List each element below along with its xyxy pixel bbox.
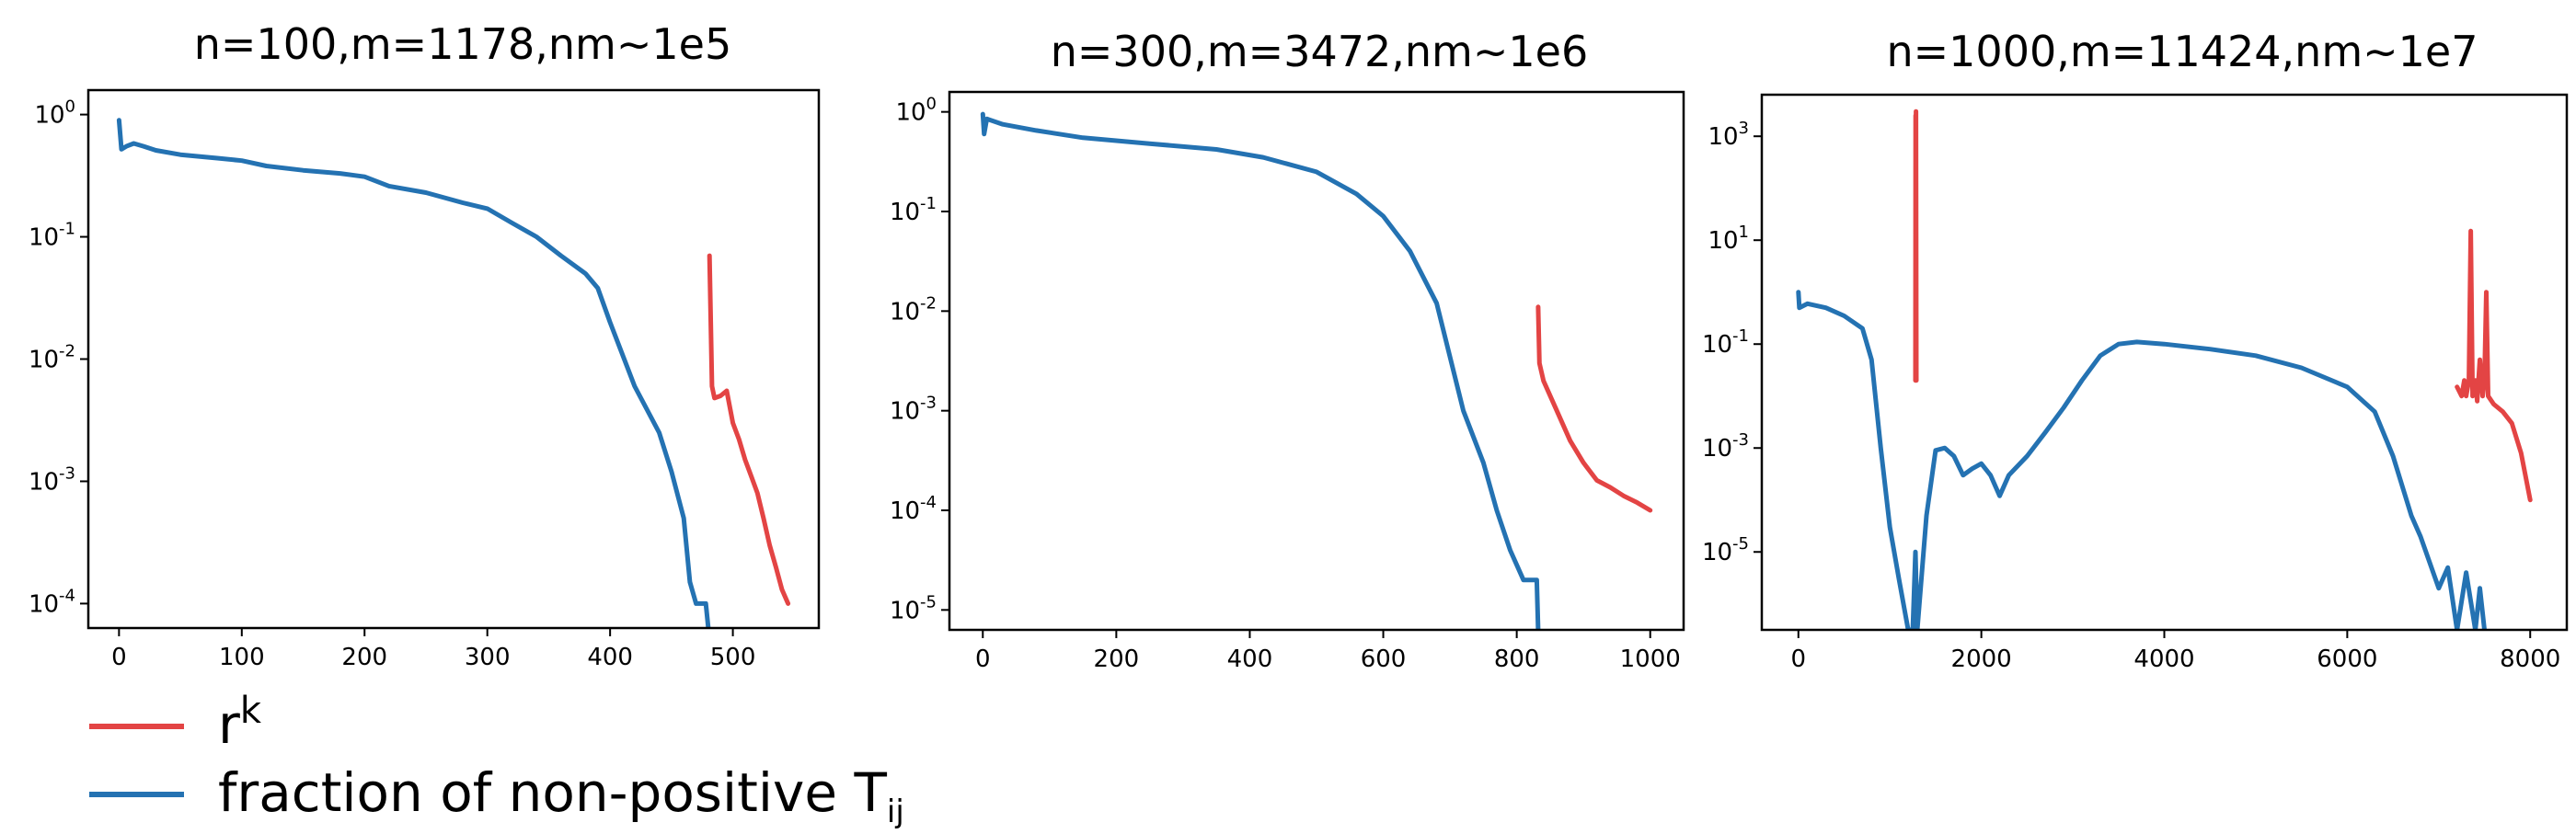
x-tick-label: 6000 <box>2317 645 2377 673</box>
series-line-red <box>1535 304 1653 513</box>
x-tick-label: 100 <box>219 644 265 671</box>
x-tick-label: 300 <box>465 644 511 671</box>
x-tick-label: 1000 <box>1620 645 1681 673</box>
series-line-red <box>1913 109 1919 383</box>
y-tick-label: 10-1 <box>1702 326 1749 359</box>
x-tick-label: 4000 <box>2133 645 2194 673</box>
series-line-red <box>707 253 791 606</box>
y-tick-label: 10-3 <box>29 463 75 496</box>
x-tick-label: 0 <box>111 644 127 671</box>
panel-1: n=100,m=1178,nm~1e5 0 100 200 300 400 500 100 1… <box>29 19 821 671</box>
plot-frame <box>1760 93 2569 632</box>
y-tick-label: 10-5 <box>1702 534 1749 566</box>
y-tick-label: 10-4 <box>29 586 75 618</box>
series-line-blue <box>1796 290 2487 630</box>
panel-2: n=300,m=3472,nm~1e6 0 200 400 600 800 1000 100… <box>890 27 1685 673</box>
x-tick-label: 0 <box>975 645 991 673</box>
y-tick-label: 10-3 <box>1702 430 1749 463</box>
legend-label-fraction: fraction of non-positive Tij <box>218 761 904 830</box>
x-tick-label: 200 <box>341 644 387 671</box>
y-tick-label: 10-2 <box>890 293 937 326</box>
y-tick-label: 10-4 <box>890 493 937 525</box>
panel-title: n=300,m=3472,nm~1e6 <box>1051 27 1589 76</box>
series-line-blue <box>980 111 1541 630</box>
y-tick-label: 10-2 <box>29 342 75 374</box>
x-tick-label: 200 <box>1094 645 1140 673</box>
legend: rk fraction of non-positive Tij <box>89 690 904 830</box>
panel-3: n=1000,m=11424,nm~1e7 0 2000 4000 6000 8000 1… <box>1702 27 2569 673</box>
y-tick-label: 101 <box>1708 223 1749 255</box>
x-tick-label: 400 <box>587 644 633 671</box>
x-tick-label: 400 <box>1227 645 1273 673</box>
x-tick-label: 8000 <box>2500 645 2560 673</box>
series-line-red <box>2455 228 2533 503</box>
y-tick-label: 10-1 <box>890 194 937 226</box>
plot-frame <box>948 90 1685 632</box>
y-tick-label: 103 <box>1708 119 1749 151</box>
panel-title: n=1000,m=11424,nm~1e7 <box>1886 27 2478 76</box>
x-tick-label: 500 <box>710 644 756 671</box>
legend-label-r-k: rk <box>218 690 262 756</box>
y-tick-label: 10-1 <box>29 220 75 252</box>
x-tick-label: 0 <box>1790 645 1806 673</box>
x-tick-label: 600 <box>1361 645 1407 673</box>
y-tick-label: 10-5 <box>890 592 937 624</box>
x-tick-label: 800 <box>1494 645 1540 673</box>
y-tick-label: 100 <box>34 97 75 130</box>
y-tick-label: 100 <box>895 95 937 127</box>
x-tick-label: 2000 <box>1951 645 2012 673</box>
y-tick-label: 10-3 <box>890 394 937 426</box>
series-line-blue <box>116 118 711 628</box>
panel-title: n=100,m=1178,nm~1e5 <box>194 19 732 69</box>
